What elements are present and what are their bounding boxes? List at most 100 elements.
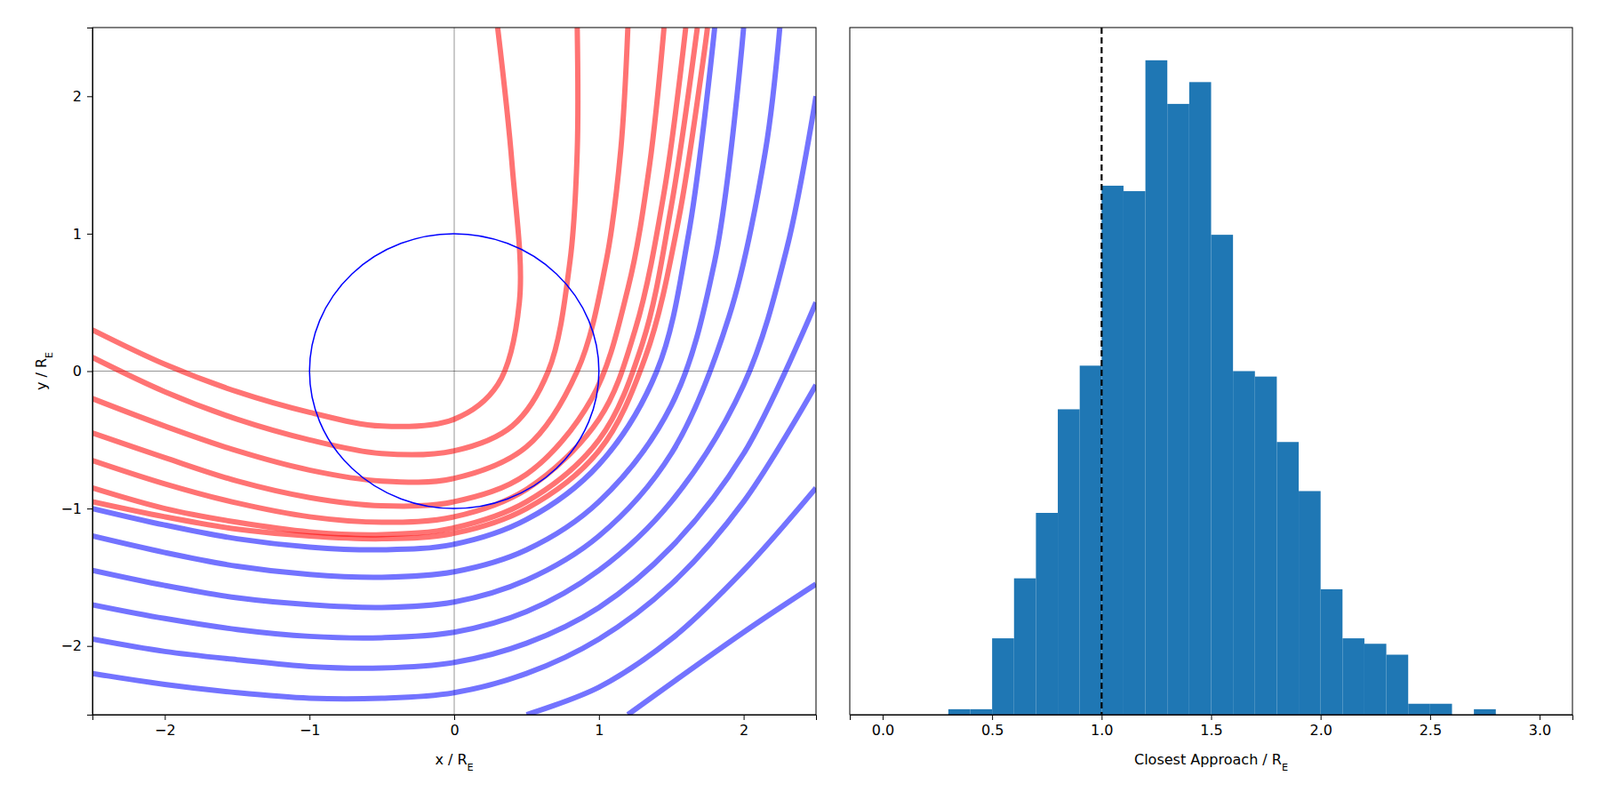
tick: −1 (299, 714, 321, 739)
plot-area (948, 27, 1496, 715)
axis-line (93, 715, 817, 721)
tick: −2 (60, 637, 93, 655)
trajectory (92, 27, 578, 456)
chart-root: −2 −1 0 1 2 −2 −1 0 1 2 x / RE y / RE 0.0 0.5 1.0 1.5 2.… (0, 0, 1600, 800)
tick: 2.5 (1419, 714, 1442, 739)
tick-label: −1 (60, 500, 82, 518)
axis-line (850, 715, 1574, 721)
histogram-bar (1232, 371, 1256, 716)
tick-label: −2 (154, 721, 176, 739)
y-axis: −2 −1 0 1 2 (60, 28, 93, 716)
x-axis-title: Closest Approach / RE (1134, 751, 1288, 774)
tick-label: 2.5 (1419, 721, 1442, 739)
trajectory (92, 27, 521, 427)
tick-label: 1.5 (1200, 721, 1223, 739)
y-axis-title: y / RE (32, 352, 56, 391)
trajectory (92, 27, 664, 506)
trajectory (92, 27, 698, 536)
tick: 2 (739, 714, 749, 739)
histogram-bar (1342, 638, 1365, 715)
histogram-bar (992, 638, 1015, 715)
histogram-bar (1035, 512, 1058, 715)
tick-mark (744, 714, 745, 720)
tick-mark (164, 714, 166, 720)
trajectory (92, 96, 816, 638)
tick: 1.5 (1200, 714, 1223, 739)
tick-label: 1 (594, 721, 604, 739)
histogram-bar (1408, 704, 1431, 715)
histogram-bar (1167, 104, 1190, 715)
x-axis-title: x / RE (434, 751, 473, 774)
tick-mark (1430, 714, 1432, 720)
tick: 2 (72, 88, 93, 105)
x-axis: −2 −1 0 1 2 (93, 714, 817, 739)
tick: −2 (154, 714, 176, 739)
reference-line (454, 27, 456, 715)
tick: −1 (60, 500, 93, 518)
tick: 1 (594, 714, 604, 739)
plot-area (92, 27, 816, 715)
histogram-bar (1145, 60, 1168, 715)
earth-circle (309, 233, 600, 509)
tick: 0.0 (872, 714, 895, 739)
x-axis: 0.0 0.5 1.0 1.5 2.0 2.5 3.0 (850, 714, 1574, 739)
histogram-bar (1473, 709, 1496, 715)
tick: 2.0 (1309, 714, 1332, 739)
tick-mark (992, 714, 993, 720)
histogram-bar (1298, 490, 1321, 715)
histogram-bar (1057, 408, 1080, 715)
plot-frame (849, 27, 1573, 715)
histogram-bar (1364, 643, 1387, 715)
tick-mark (599, 714, 600, 720)
tick: 0.5 (981, 714, 1004, 739)
tick: 0 (72, 362, 93, 380)
tick-label: −2 (60, 637, 82, 655)
tick-label: 2 (72, 88, 82, 105)
trajectory (92, 27, 708, 539)
tick-mark (87, 233, 93, 235)
tick-mark (87, 508, 93, 510)
histogram-bar (1255, 376, 1278, 715)
tick-mark (882, 714, 884, 720)
tick-mark (1211, 714, 1213, 720)
tick: 1 (72, 225, 93, 243)
axis-line (87, 28, 94, 716)
histogram-bar (1189, 81, 1212, 715)
tick-label: −1 (299, 721, 321, 739)
tick-label: 1 (72, 225, 82, 243)
tick-label: 2.0 (1309, 721, 1332, 739)
tick-label: 0 (72, 362, 82, 380)
tick-mark (1539, 714, 1541, 720)
tick: 3.0 (1528, 714, 1552, 739)
histogram-bar (1014, 578, 1037, 715)
tick-mark (87, 646, 93, 648)
trajectory (92, 27, 628, 483)
plot-frame (92, 27, 816, 715)
reference-line (1100, 27, 1103, 715)
tick: 0 (449, 714, 459, 739)
trajectory (92, 27, 780, 608)
tick: 1.0 (1090, 714, 1113, 739)
histogram-bar (1211, 234, 1234, 715)
tick-mark (309, 714, 311, 720)
tick-mark (87, 96, 93, 97)
tick-mark (454, 714, 456, 720)
trajectory (92, 27, 686, 523)
tick-label: 2 (739, 721, 749, 739)
trajectory (92, 27, 715, 551)
trajectory (92, 27, 744, 577)
histogram-bar (1080, 365, 1103, 715)
histogram-bar (1101, 185, 1124, 715)
histogram-bar (1430, 704, 1453, 715)
histogram-bar (948, 709, 971, 715)
figure: −2 −1 0 1 2 −2 −1 0 1 2 x / RE y / RE 0.0 0.5 1.0 1.5 2.… (0, 0, 1600, 800)
tick-label: 3.0 (1528, 721, 1552, 739)
tick-label: 0 (449, 721, 459, 739)
tick-mark (1320, 714, 1322, 720)
tick-mark (87, 371, 93, 373)
tick-label: 0.5 (981, 721, 1004, 739)
tick-label: 1.0 (1090, 721, 1113, 739)
histogram-bar (1386, 655, 1409, 715)
histogram-bar (1276, 441, 1299, 715)
panel: 0.0 0.5 1.0 1.5 2.0 2.5 3.0 Closest Approach / … (849, 27, 1574, 774)
